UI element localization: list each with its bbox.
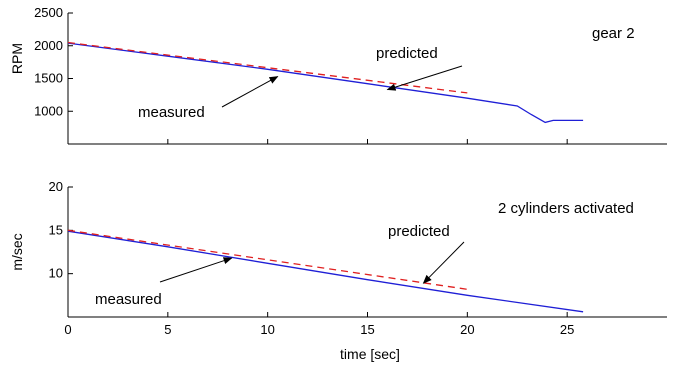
y-axis-label: m/sec	[9, 233, 25, 270]
y-tick-label: 1500	[34, 71, 63, 86]
y-tick-label: 10	[49, 266, 63, 281]
x-tick-label: 5	[164, 322, 171, 337]
annotation-arrow	[386, 65, 463, 91]
y-tick-label: 15	[49, 222, 63, 237]
axes: 10 15 20 0 5 10 15 20 25	[49, 179, 667, 337]
predicted-series-line	[67, 229, 468, 290]
panel-1: 1000 1500 2000 2500 RPM gear 2 predicted measur…	[9, 5, 667, 145]
axes: 1000 1500 2000 2500	[34, 5, 667, 145]
annotation-label: measured	[95, 291, 162, 308]
annotation-label: 2 cylinders activated	[498, 200, 634, 217]
x-tick-label: 0	[64, 322, 71, 337]
y-tick-label: 20	[49, 179, 63, 194]
annotation-label: predicted	[388, 223, 450, 240]
measured-series-line	[67, 42, 584, 124]
annotation-arrow	[221, 76, 279, 108]
panel-2: 10 15 20 0 5 10 15 20 25 m/sec time [sec] 2 cylinde…	[9, 179, 667, 362]
y-tick-label: 1000	[34, 103, 63, 118]
annotation-arrow	[159, 257, 233, 283]
x-axis-label: time [sec]	[340, 346, 400, 362]
x-tick-label: 10	[260, 322, 274, 337]
y-axis-label: RPM	[9, 43, 25, 74]
x-tick-label: 20	[460, 322, 474, 337]
annotation-label: predicted	[376, 45, 438, 62]
y-tick-label: 2500	[34, 5, 63, 20]
annotation-label: gear 2	[592, 25, 635, 42]
annotation-label: measured	[138, 104, 205, 121]
annotation-arrow	[422, 241, 465, 284]
measured-series-line	[67, 230, 584, 313]
x-tick-label: 15	[360, 322, 374, 337]
x-tick-label: 25	[560, 322, 574, 337]
y-tick-label: 2000	[34, 38, 63, 53]
